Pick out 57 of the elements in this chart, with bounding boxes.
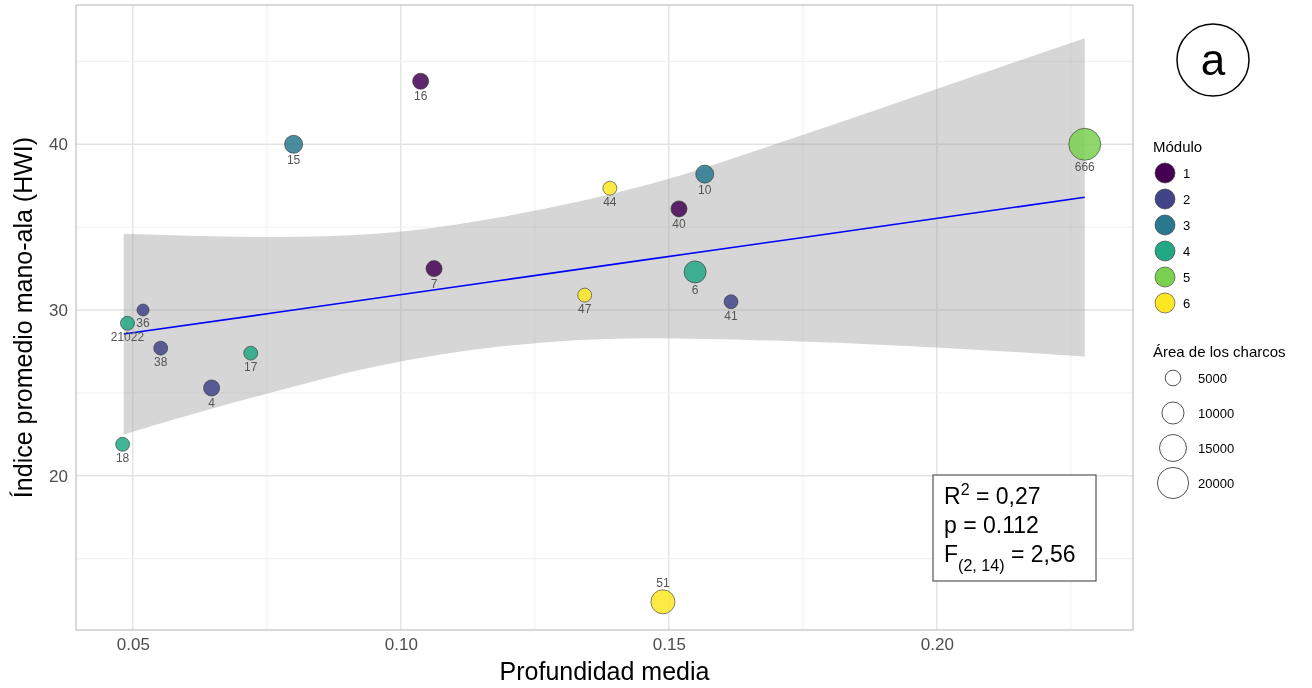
annotation: 41 [724, 308, 738, 323]
point [695, 164, 715, 184]
point [1068, 127, 1102, 161]
legend-label: 6 [1183, 296, 1191, 311]
annotation: 51 [656, 575, 670, 590]
annotation: 44 [603, 195, 617, 210]
legend-label: 5000 [1198, 371, 1227, 386]
legend-label: 15000 [1198, 441, 1235, 456]
annotation: 10 [698, 183, 712, 198]
x-tick-label: 0.20 [920, 635, 954, 655]
annotation: 18 [115, 451, 130, 466]
legend-label: 20000 [1198, 476, 1235, 491]
y-tick-label: 40 [49, 135, 68, 155]
annotation: 6 [691, 282, 699, 297]
y-tick-label: 30 [49, 300, 68, 320]
point [284, 134, 304, 154]
annotation: 16 [413, 89, 428, 104]
y-tick-label: 20 [49, 466, 68, 486]
annotation: R$^{2}$ = 0,27 [944, 480, 1041, 509]
annotation: 47 [577, 302, 592, 317]
annotation: 15 [286, 153, 301, 168]
point [119, 315, 135, 331]
text: Área de los charcos [1153, 343, 1286, 360]
y-axis-title: Índice promedio mano-ala (HWI) [9, 136, 37, 499]
annotation: 21022 [110, 330, 145, 345]
annotation: 666 [1074, 160, 1096, 175]
legend-label: 2 [1183, 192, 1191, 207]
point [602, 180, 618, 196]
legend-label: 5 [1183, 270, 1191, 285]
point [425, 260, 443, 278]
point [136, 303, 150, 317]
annotation: 38 [154, 355, 168, 370]
x-tick-label: 0.05 [116, 635, 150, 655]
point [153, 340, 169, 356]
text: a [1200, 35, 1226, 84]
annotation: 17 [244, 360, 258, 375]
x-axis-title: Profundidad media [499, 657, 710, 685]
legend-label: 10000 [1198, 406, 1235, 421]
annotation: 36 [136, 316, 150, 331]
legend-label: 1 [1183, 166, 1191, 181]
point [203, 379, 221, 397]
point [243, 345, 259, 361]
annotation: 4 [208, 395, 216, 410]
annotation: F$_{(2, 14)}$ = 2,56 [944, 541, 1076, 574]
x-tick-label: 0.15 [652, 635, 686, 655]
point [577, 287, 593, 303]
point [723, 294, 739, 310]
annotation: 40 [672, 216, 686, 231]
point [115, 436, 131, 452]
legend-label: 3 [1183, 218, 1191, 233]
point [670, 200, 688, 218]
point [412, 72, 430, 90]
legend-title: Módulo [1153, 138, 1203, 155]
x-tick-label: 0.10 [384, 635, 418, 655]
annotation: 7 [430, 276, 438, 291]
legend-label: 4 [1183, 244, 1191, 259]
annotation: p = 0.112 [944, 512, 1039, 538]
